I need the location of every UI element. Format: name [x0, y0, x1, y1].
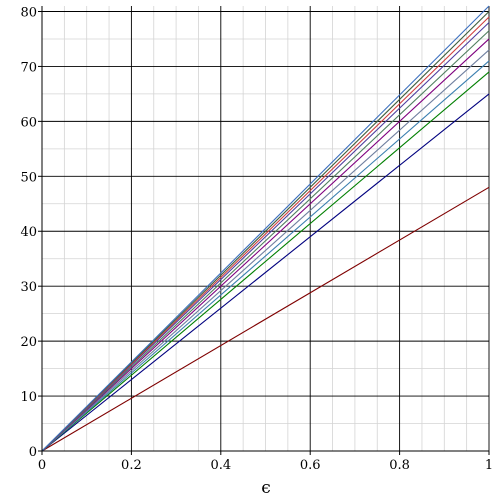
y-tick-label: 70 [20, 60, 37, 75]
y-tick-label: 0 [29, 445, 37, 460]
y-tick-label: 10 [20, 390, 37, 405]
major-gridlines [42, 6, 490, 451]
y-tick-label: 30 [20, 280, 37, 295]
series-line-9 [41, 16, 490, 452]
x-axis-label: ϵ [261, 478, 271, 498]
series-line-3 [41, 71, 490, 452]
series-line-6 [41, 38, 490, 452]
series-line-5 [41, 49, 490, 452]
series-line-2 [41, 93, 490, 452]
series-line-7 [41, 30, 490, 452]
axes [38, 6, 490, 455]
y-tick-label: 40 [20, 225, 37, 240]
y-tick-label: 80 [20, 5, 37, 20]
y-tick-label: 50 [20, 170, 37, 185]
y-tick-label: 20 [20, 335, 37, 350]
x-tick-label: 0.8 [389, 458, 410, 473]
series-line-4 [41, 60, 490, 452]
x-tick-label: 0.6 [300, 458, 321, 473]
x-tick-label: 0 [38, 458, 46, 473]
x-tick-label: 0.2 [121, 458, 142, 473]
x-tick-label: 0.4 [210, 458, 231, 473]
series-line-1 [41, 186, 490, 452]
series-line-11 [41, 5, 490, 452]
series-lines [41, 5, 490, 452]
series-line-10 [41, 11, 490, 452]
series-line-8 [41, 22, 490, 452]
y-tick-label: 60 [20, 115, 37, 130]
x-tick-label: 1 [485, 458, 493, 473]
